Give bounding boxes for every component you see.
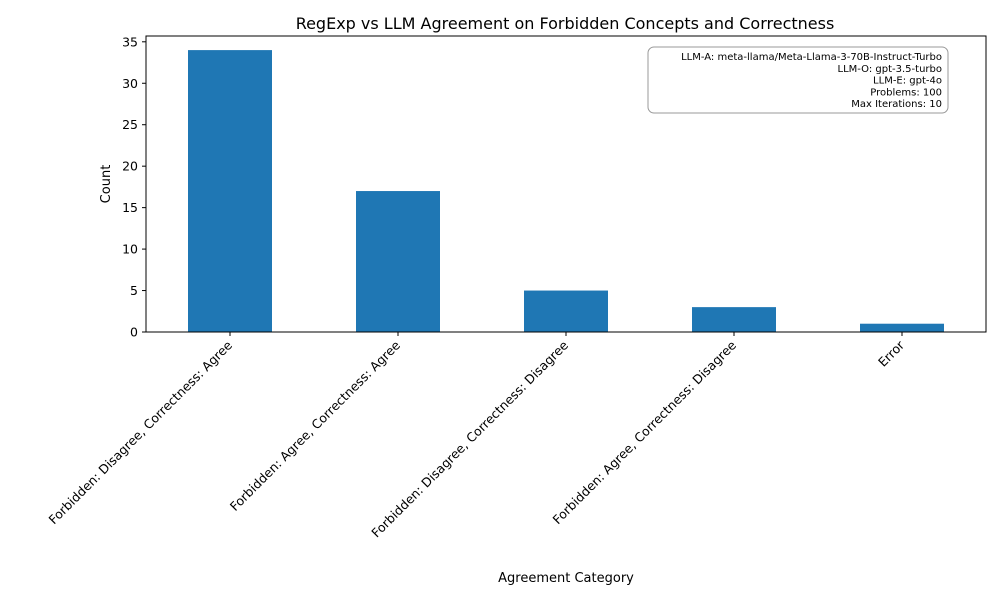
bar	[356, 191, 440, 332]
bar	[860, 323, 944, 332]
y-tick-label: 20	[122, 159, 138, 174]
chart-title: RegExp vs LLM Agreement on Forbidden Con…	[296, 14, 835, 33]
y-axis-label: Count	[99, 165, 114, 204]
y-tick-label: 10	[122, 242, 138, 257]
annotation-line: Problems: 100	[870, 87, 942, 98]
y-tick-label: 35	[122, 34, 138, 49]
bar	[188, 50, 272, 332]
y-axis: 0 5 10 15 20 25 30 35	[122, 34, 146, 340]
x-axis-label: Agreement Category	[498, 571, 634, 586]
annotation-line: LLM-E: gpt-4o	[873, 76, 942, 87]
y-tick-label: 5	[130, 283, 138, 298]
bar	[524, 290, 608, 332]
annotation-line: LLM-O: gpt-3.5-turbo	[838, 64, 942, 75]
y-tick-label: 15	[122, 200, 138, 215]
y-tick-label: 0	[130, 325, 138, 340]
annotation-frame	[647, 46, 949, 114]
y-tick-label: 30	[122, 76, 138, 91]
bars-group	[188, 50, 944, 332]
annotation-box: LLM-A: meta-llama/Meta-Llama-3-70B-Instr…	[647, 46, 949, 114]
annotation-line: LLM-A: meta-llama/Meta-Llama-3-70B-Instr…	[681, 52, 942, 63]
annotation-line: Max Iterations: 10	[851, 99, 942, 110]
y-tick-label: 25	[122, 117, 138, 132]
plot-frame	[145, 35, 987, 333]
bar	[692, 307, 776, 332]
